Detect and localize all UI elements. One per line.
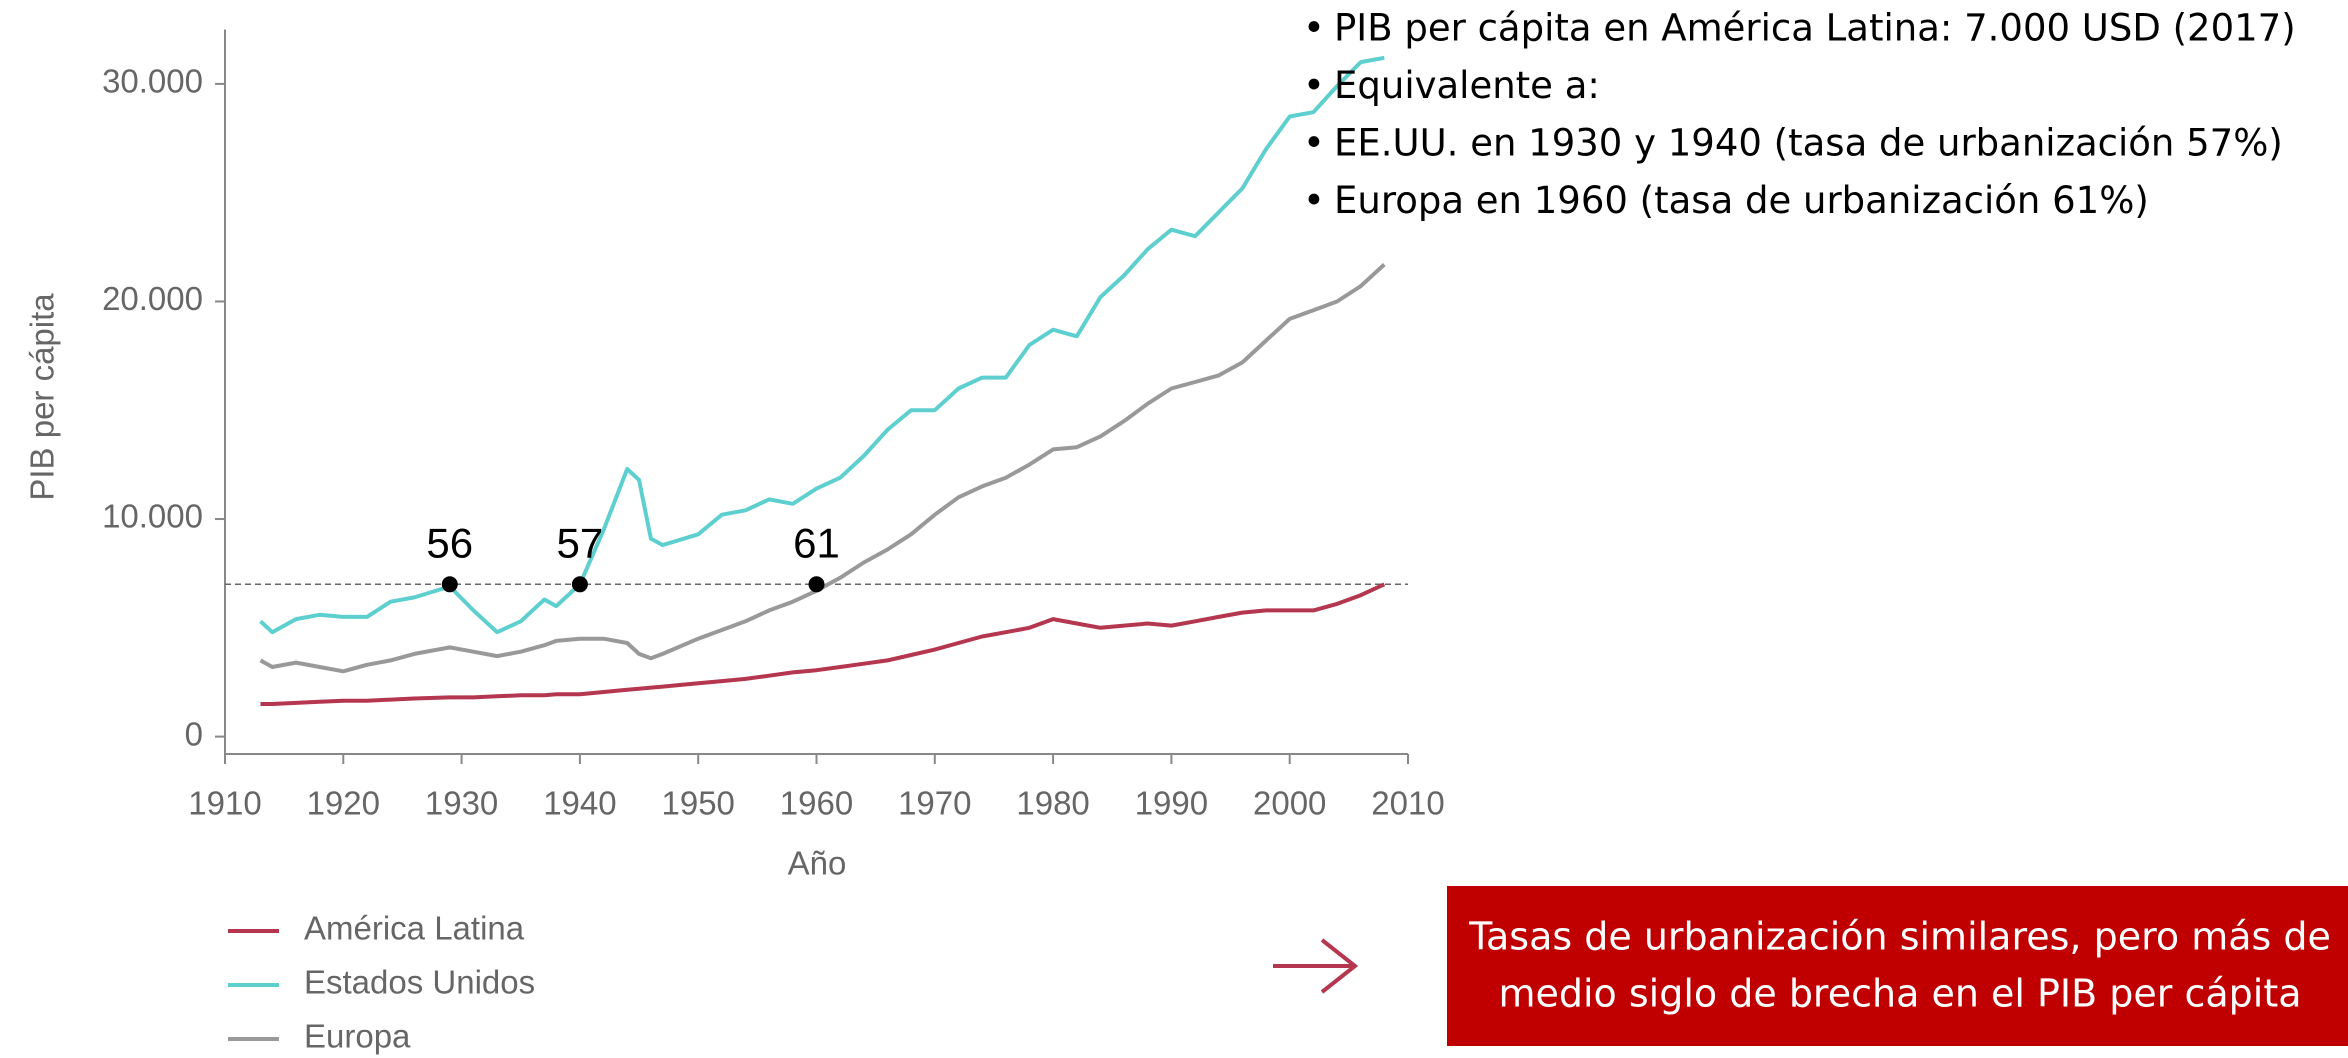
x-tick-label: 1920 xyxy=(307,785,380,822)
x-tick-label: 1950 xyxy=(661,785,734,822)
marker-label: 61 xyxy=(793,519,840,566)
note-bullet: • xyxy=(1303,7,1325,50)
x-tick-label: 2010 xyxy=(1371,785,1444,822)
x-tick-label: 1940 xyxy=(543,785,616,822)
y-tick-label: 0 xyxy=(185,715,203,752)
y-tick-label: 10.000 xyxy=(102,498,203,535)
x-tick-label: 1980 xyxy=(1016,785,1089,822)
marker xyxy=(571,576,588,593)
x-tick-label: 1960 xyxy=(780,785,853,822)
note-bullet: • xyxy=(1303,179,1325,222)
callout-text: medio siglo de brecha en el PIB per cápi… xyxy=(1498,972,2301,1016)
marker xyxy=(808,576,825,593)
legend-label: América Latina xyxy=(304,910,525,947)
y-tick-label: 20.000 xyxy=(102,280,203,317)
x-tick-label: 1910 xyxy=(188,785,261,822)
marker-label: 56 xyxy=(426,519,473,566)
marker-label: 57 xyxy=(557,519,604,566)
x-axis-label: Año xyxy=(788,845,847,882)
y-axis-label: PIB per cápita xyxy=(24,293,61,501)
note-text: Europa en 1960 (tasa de urbanización 61%… xyxy=(1334,179,2149,222)
series-line xyxy=(260,582,1386,706)
callout-text: Tasas de urbanización similares, pero má… xyxy=(1468,915,2331,959)
note-bullet: • xyxy=(1303,122,1325,165)
series-line xyxy=(259,263,1386,674)
arrow xyxy=(1273,938,1359,994)
note-text: PIB per cápita en América Latina: 7.000 … xyxy=(1334,7,2296,50)
note-text: EE.UU. en 1930 y 1940 (tasa de urbanizac… xyxy=(1334,122,2283,165)
x-tick-label: 1970 xyxy=(898,785,971,822)
note-text: Equivalente a: xyxy=(1334,64,1600,107)
x-tick-label: 2000 xyxy=(1253,785,1326,822)
x-tick-label: 1930 xyxy=(425,785,498,822)
y-tick-label: 30.000 xyxy=(102,63,203,100)
legend-label: Europa xyxy=(304,1018,411,1055)
note-bullet: • xyxy=(1303,64,1325,107)
marker xyxy=(441,576,458,593)
x-tick-label: 1990 xyxy=(1135,785,1208,822)
legend-label: Estados Unidos xyxy=(304,964,535,1001)
callout-box xyxy=(1447,886,2348,1046)
